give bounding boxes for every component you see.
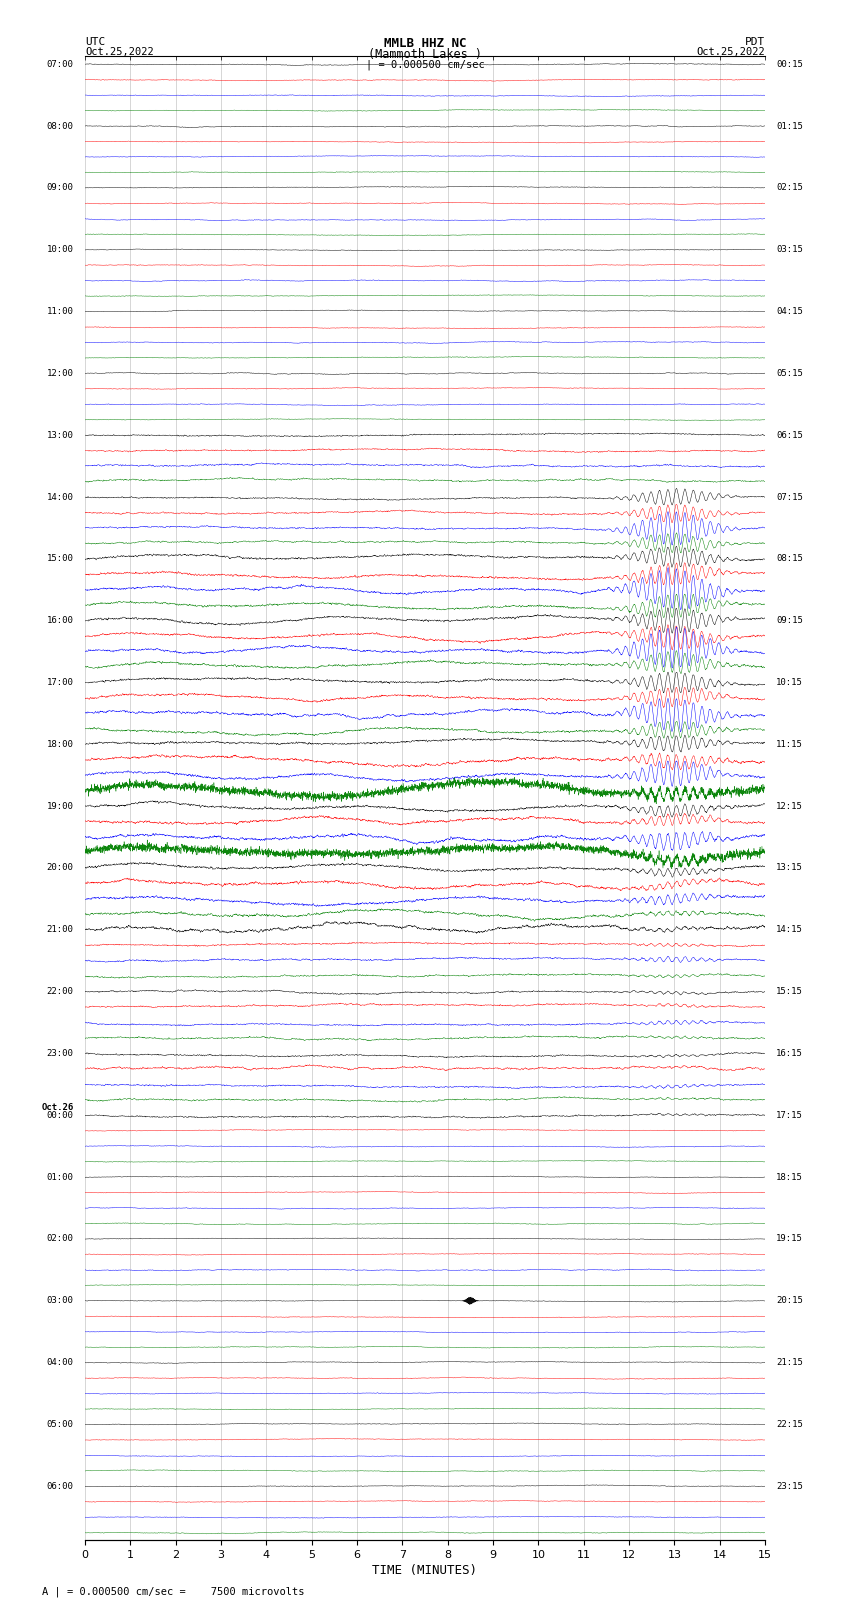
- Text: Oct.25,2022: Oct.25,2022: [85, 47, 154, 56]
- Text: 11:15: 11:15: [776, 740, 803, 748]
- Text: 12:15: 12:15: [776, 802, 803, 811]
- Text: 11:00: 11:00: [47, 306, 74, 316]
- Text: 08:15: 08:15: [776, 555, 803, 563]
- Text: 16:00: 16:00: [47, 616, 74, 626]
- Text: 14:00: 14:00: [47, 492, 74, 502]
- Text: (Mammoth Lakes ): (Mammoth Lakes ): [368, 48, 482, 61]
- Text: MMLB HHZ NC: MMLB HHZ NC: [383, 37, 467, 50]
- Text: Oct.26: Oct.26: [42, 1103, 74, 1111]
- Text: 17:15: 17:15: [776, 1111, 803, 1119]
- Text: 15:15: 15:15: [776, 987, 803, 997]
- Text: 00:00: 00:00: [47, 1111, 74, 1119]
- Text: 18:15: 18:15: [776, 1173, 803, 1182]
- Text: Oct.25,2022: Oct.25,2022: [696, 47, 765, 56]
- Text: 01:15: 01:15: [776, 121, 803, 131]
- Text: 13:15: 13:15: [776, 863, 803, 873]
- Text: 10:00: 10:00: [47, 245, 74, 255]
- Text: 02:15: 02:15: [776, 184, 803, 192]
- Text: 06:15: 06:15: [776, 431, 803, 440]
- Text: 05:15: 05:15: [776, 369, 803, 377]
- Text: 04:15: 04:15: [776, 306, 803, 316]
- Text: 15:00: 15:00: [47, 555, 74, 563]
- Text: 06:00: 06:00: [47, 1482, 74, 1490]
- Text: 09:00: 09:00: [47, 184, 74, 192]
- Text: | = 0.000500 cm/sec: | = 0.000500 cm/sec: [366, 60, 484, 71]
- Text: 19:00: 19:00: [47, 802, 74, 811]
- Text: 08:00: 08:00: [47, 121, 74, 131]
- Text: 14:15: 14:15: [776, 926, 803, 934]
- Text: 16:15: 16:15: [776, 1048, 803, 1058]
- Text: 23:15: 23:15: [776, 1482, 803, 1490]
- Text: 03:15: 03:15: [776, 245, 803, 255]
- Text: 03:00: 03:00: [47, 1297, 74, 1305]
- Text: 09:15: 09:15: [776, 616, 803, 626]
- Text: 21:00: 21:00: [47, 926, 74, 934]
- Text: 10:15: 10:15: [776, 677, 803, 687]
- Text: 12:00: 12:00: [47, 369, 74, 377]
- Text: 07:15: 07:15: [776, 492, 803, 502]
- Text: 21:15: 21:15: [776, 1358, 803, 1368]
- Text: 18:00: 18:00: [47, 740, 74, 748]
- Text: 07:00: 07:00: [47, 60, 74, 69]
- Text: UTC: UTC: [85, 37, 105, 47]
- Text: 01:00: 01:00: [47, 1173, 74, 1182]
- Text: 00:15: 00:15: [776, 60, 803, 69]
- Text: 22:00: 22:00: [47, 987, 74, 997]
- Text: 20:00: 20:00: [47, 863, 74, 873]
- Text: 04:00: 04:00: [47, 1358, 74, 1368]
- Text: 23:00: 23:00: [47, 1048, 74, 1058]
- Text: A | = 0.000500 cm/sec =    7500 microvolts: A | = 0.000500 cm/sec = 7500 microvolts: [42, 1586, 305, 1597]
- Text: PDT: PDT: [745, 37, 765, 47]
- Text: 17:00: 17:00: [47, 677, 74, 687]
- Text: 13:00: 13:00: [47, 431, 74, 440]
- Text: 02:00: 02:00: [47, 1234, 74, 1244]
- X-axis label: TIME (MINUTES): TIME (MINUTES): [372, 1565, 478, 1578]
- Text: 19:15: 19:15: [776, 1234, 803, 1244]
- Text: 05:00: 05:00: [47, 1419, 74, 1429]
- Text: 20:15: 20:15: [776, 1297, 803, 1305]
- Text: 22:15: 22:15: [776, 1419, 803, 1429]
